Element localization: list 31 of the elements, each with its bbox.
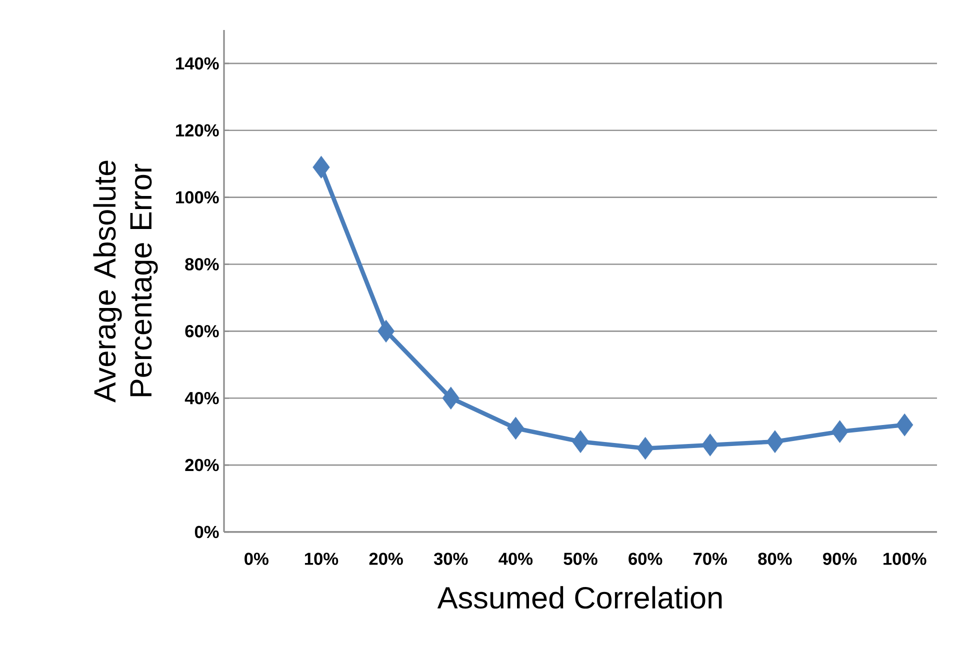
y-axis-title: Average Absolute Percentage Error bbox=[93, 160, 158, 403]
y-tick-label: 100% bbox=[176, 191, 219, 204]
point bbox=[507, 416, 524, 440]
x-tick-label: 40% bbox=[498, 552, 533, 565]
point bbox=[831, 420, 848, 443]
point bbox=[442, 386, 460, 410]
point bbox=[766, 430, 784, 454]
y-tick-label: 120% bbox=[176, 124, 219, 137]
x-tick-label: 50% bbox=[564, 552, 598, 565]
x-tick-label: 0% bbox=[244, 552, 268, 565]
point bbox=[312, 156, 330, 179]
y-tick-label: 80% bbox=[185, 258, 219, 270]
x-tick-label: 30% bbox=[434, 552, 468, 565]
x-tick-label: 70% bbox=[694, 552, 728, 565]
x-tick-label: 100% bbox=[884, 552, 926, 565]
point bbox=[636, 436, 654, 460]
point bbox=[896, 413, 914, 436]
y-tick-label: 0% bbox=[194, 526, 219, 538]
point bbox=[377, 320, 395, 343]
x-tick-label: 80% bbox=[758, 552, 792, 565]
x-tick-label: 20% bbox=[369, 552, 403, 565]
x-axis-title: Assumed Correlation bbox=[437, 586, 722, 609]
point bbox=[572, 430, 590, 454]
y-tick-label: 140% bbox=[176, 57, 219, 70]
point bbox=[702, 434, 719, 456]
x-tick-label: 90% bbox=[823, 552, 857, 565]
y-tick-label: 20% bbox=[185, 458, 219, 472]
x-tick-label: 10% bbox=[304, 552, 338, 565]
y-tick-label: 60% bbox=[185, 325, 219, 338]
y-tick-label: 40% bbox=[184, 392, 219, 404]
x-tick-label: 60% bbox=[628, 552, 662, 565]
